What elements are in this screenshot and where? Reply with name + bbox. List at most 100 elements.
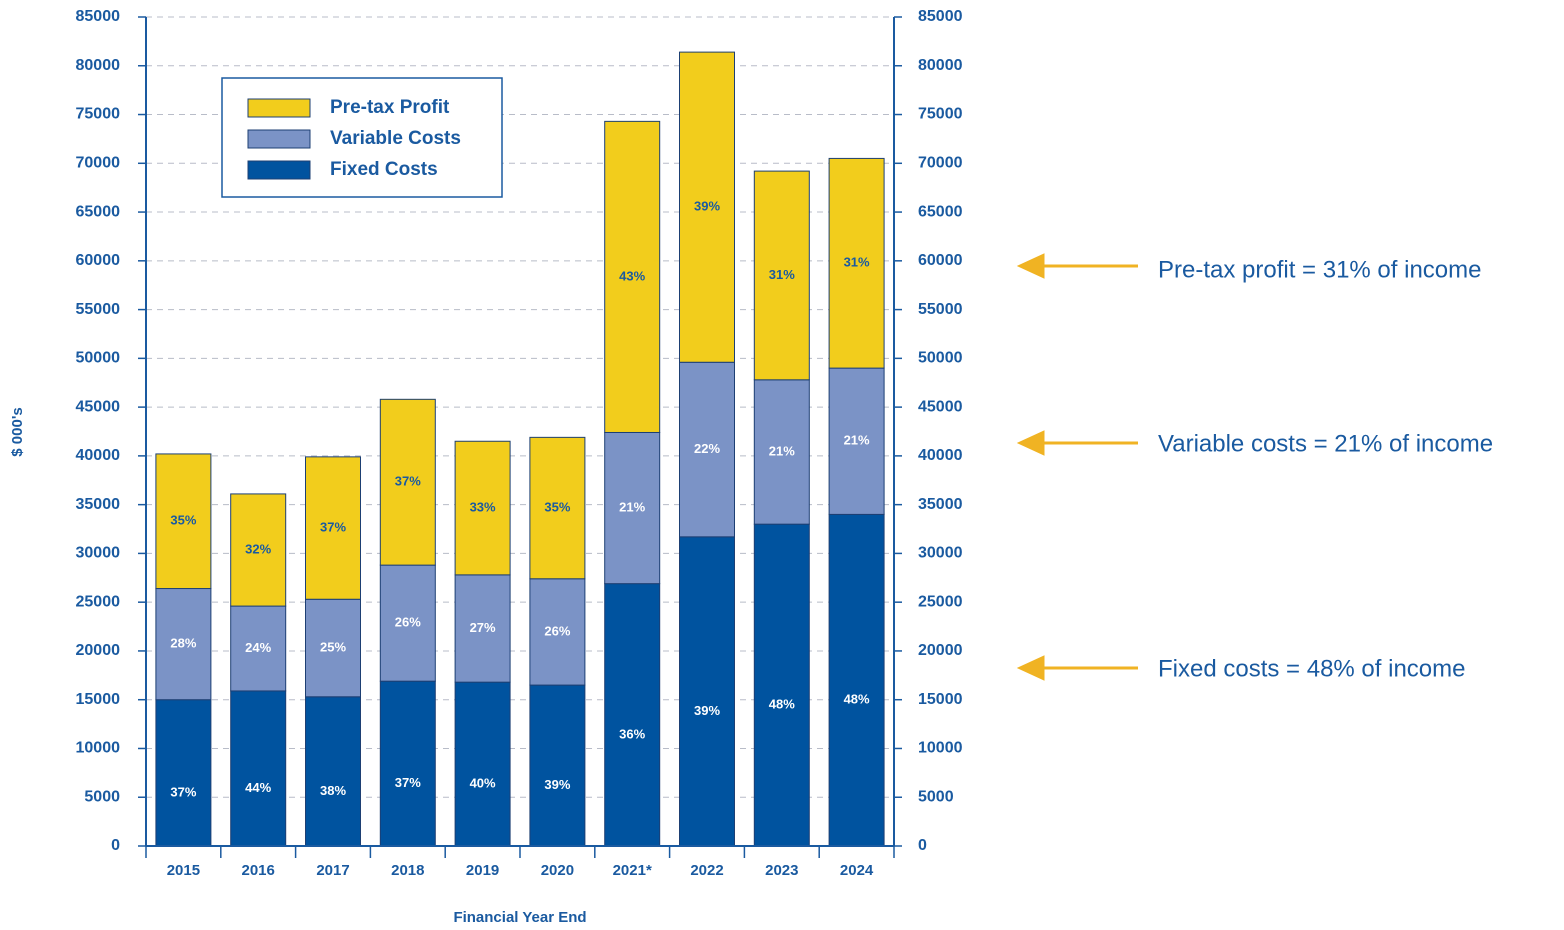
bar-segment <box>753 523 810 847</box>
y2-tick-label: 45000 <box>918 398 963 415</box>
bar-segment <box>828 513 885 847</box>
bar-segment <box>679 361 735 538</box>
segment-label: 33% <box>470 499 496 514</box>
bar-segment <box>379 680 436 847</box>
bar-segment <box>828 367 885 515</box>
bar-segment <box>454 574 511 683</box>
segment-label: 37% <box>395 775 421 790</box>
segment-label: 27% <box>470 620 496 635</box>
legend-swatch <box>247 129 311 149</box>
y2-tick-label: 5000 <box>918 788 954 805</box>
segment-label: 24% <box>245 640 271 655</box>
y-tick-label: 15000 <box>76 691 121 708</box>
legend-label: Variable Costs <box>330 128 461 149</box>
y-tick-label: 55000 <box>76 301 121 318</box>
x-tick-label: 2018 <box>391 862 424 879</box>
segment-label: 31% <box>844 255 870 270</box>
bar-segment <box>604 120 661 433</box>
y-tick-label: 80000 <box>76 57 121 74</box>
segment-label: 28% <box>170 636 196 651</box>
bar-segment <box>230 690 287 847</box>
bar-segment <box>753 379 810 525</box>
x-tick-label: 2016 <box>242 862 275 879</box>
x-tick-label: 2021* <box>613 862 652 879</box>
bar-segment <box>155 588 212 701</box>
y2-tick-label: 80000 <box>918 57 963 74</box>
bar-segment <box>604 431 661 585</box>
segment-label: 35% <box>170 513 196 528</box>
segment-label: 22% <box>694 441 720 456</box>
bar-segment <box>604 583 661 847</box>
x-tick-label: 2019 <box>466 862 499 879</box>
bar-segment <box>379 398 436 566</box>
segment-label: 37% <box>170 784 196 799</box>
annotation-arrows <box>1016 253 1138 681</box>
y-tick-label: 65000 <box>76 203 121 220</box>
y-tick-label: 60000 <box>76 252 121 269</box>
segment-label: 36% <box>619 726 645 741</box>
legend-label: Fixed Costs <box>330 159 438 180</box>
segment-label: 48% <box>769 697 795 712</box>
bar-segment <box>679 536 735 847</box>
segment-label: 26% <box>544 623 570 638</box>
x-tick-label: 2022 <box>690 862 723 879</box>
segment-label: 31% <box>769 267 795 282</box>
y2-tick-label: 25000 <box>918 593 963 610</box>
bar-segment <box>529 578 586 686</box>
segment-label: 37% <box>395 474 421 489</box>
y2-tick-label: 20000 <box>918 642 963 659</box>
y2-tick-label: 35000 <box>918 496 963 513</box>
segment-label: 39% <box>694 703 720 718</box>
x-tick-label: 2024 <box>840 862 874 879</box>
annotation: Variable costs = 21% of income <box>1158 430 1493 457</box>
y-tick-label: 40000 <box>76 447 121 464</box>
y-tick-label: 20000 <box>76 642 121 659</box>
y-tick-label: 70000 <box>76 155 121 172</box>
segment-label: 21% <box>769 443 795 458</box>
bar-segment <box>305 456 361 600</box>
segment-label: 37% <box>320 519 346 534</box>
y-tick-label: 0 <box>111 837 120 854</box>
y2-tick-label: 70000 <box>918 155 963 172</box>
bar-segment <box>155 453 212 590</box>
y2-tick-label: 10000 <box>918 740 963 757</box>
bar-segment <box>753 170 810 381</box>
x-tick-label: 2023 <box>765 862 798 879</box>
bar-segment <box>305 598 361 698</box>
segment-label: 39% <box>694 199 720 214</box>
y2-tick-label: 30000 <box>918 545 963 562</box>
segment-label: 38% <box>320 783 346 798</box>
y2-tick-label: 85000 <box>918 8 963 25</box>
segment-label: 21% <box>844 433 870 448</box>
bar-segment <box>454 440 511 576</box>
y-tick-label: 85000 <box>76 8 121 25</box>
y-tick-label: 35000 <box>76 496 121 513</box>
y-tick-label: 10000 <box>76 740 121 757</box>
bar-segment <box>379 564 436 682</box>
annotation: Pre-tax profit = 31% of income <box>1158 256 1481 283</box>
annotation: Fixed costs = 48% of income <box>1158 655 1465 682</box>
bar-segment <box>828 157 885 369</box>
y-axis-title: $ 000's <box>9 407 26 456</box>
segment-label: 39% <box>544 777 570 792</box>
segment-label: 26% <box>395 615 421 630</box>
bar-segment <box>230 605 287 692</box>
segment-label: 48% <box>844 692 870 707</box>
segment-label: 21% <box>619 499 645 514</box>
segment-label: 25% <box>320 639 346 654</box>
bar-segment <box>230 493 287 607</box>
x-tick-label: 2015 <box>167 862 200 879</box>
bar-segment <box>305 696 361 847</box>
y2-tick-label: 40000 <box>918 447 963 464</box>
y-tick-label: 50000 <box>76 350 121 367</box>
bar-segment <box>679 51 735 363</box>
x-axis-title: Financial Year End <box>453 909 586 926</box>
y-tick-label: 5000 <box>84 788 120 805</box>
bar-segment <box>529 684 586 847</box>
segment-label: 32% <box>245 541 271 556</box>
legend-label: Pre-tax Profit <box>330 97 450 118</box>
y2-tick-label: 75000 <box>918 106 963 123</box>
y2-tick-label: 65000 <box>918 203 963 220</box>
y-tick-label: 25000 <box>76 593 121 610</box>
x-tick-label: 2020 <box>541 862 574 879</box>
